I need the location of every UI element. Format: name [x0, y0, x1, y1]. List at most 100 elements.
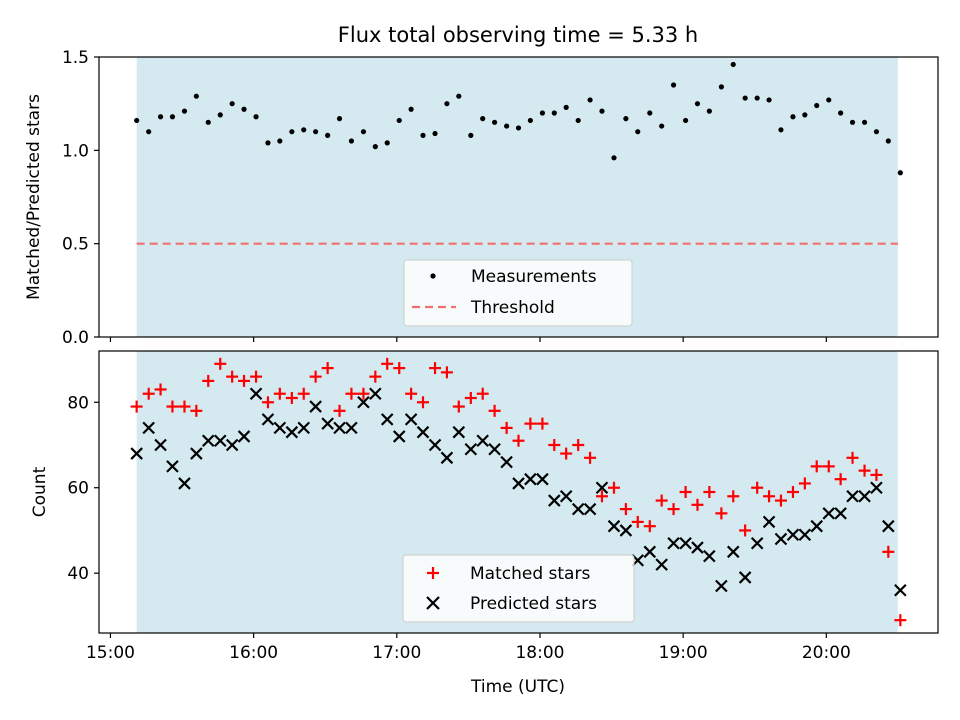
predicted-star-point: [774, 532, 788, 546]
top-y-ticks: 0.0 0.5 1.0 1.5: [62, 48, 99, 348]
matched-star-point: [834, 473, 847, 486]
matched-star-point: [309, 370, 322, 383]
predicted-star-point: [237, 430, 251, 443]
bottom-axes-frame: [98, 350, 939, 634]
y-tick-label: 1.5: [62, 48, 89, 68]
predicted-star-point: [392, 430, 406, 443]
measurement-point: [336, 116, 343, 122]
predicted-star-point: [536, 472, 549, 486]
measurement-point: [635, 129, 641, 135]
predicted-star-point: [607, 519, 621, 533]
predicted-star-point: [571, 502, 585, 516]
matched-star-point: [643, 520, 656, 533]
measurement-point: [647, 110, 653, 116]
measurement-point: [229, 101, 235, 107]
bottom-y-ticks: 40 60 80: [67, 393, 99, 584]
measurement-point: [515, 125, 522, 131]
measurement-point: [420, 132, 426, 138]
measurement-point: [659, 123, 665, 129]
measurement-point: [313, 129, 319, 135]
matched-star-point: [655, 494, 668, 507]
y-tick-label: 0.5: [62, 235, 89, 255]
matched-star-point: [130, 400, 143, 413]
measurement-point: [670, 82, 677, 88]
measurement-point: [694, 101, 701, 107]
top-legend: Measurements Threshold: [403, 259, 633, 327]
predicted-star-point: [870, 481, 883, 495]
matched-star-point: [798, 477, 811, 490]
matched-star-point: [357, 387, 370, 400]
measurement-point: [861, 119, 868, 125]
matched-star-point: [619, 503, 632, 516]
x-tick-label: 16:00: [229, 643, 278, 663]
measurement-point: [849, 119, 856, 125]
predicted-star-point: [142, 421, 155, 435]
measurement-point: [146, 129, 152, 135]
x-axis-label: Time (UTC): [470, 677, 565, 697]
matched-star-point: [345, 387, 358, 400]
predicted-star-point: [249, 387, 263, 401]
y-tick-label: 80: [67, 393, 89, 413]
matched-star-point: [512, 434, 525, 447]
matched-star-point: [536, 417, 549, 430]
measurement-point: [253, 114, 259, 120]
predicted-star-point: [583, 502, 597, 516]
measurement-point: [539, 110, 546, 116]
matched-star-point: [727, 490, 740, 503]
legend-marker-predicted: [426, 596, 440, 610]
predicted-star-point: [655, 558, 668, 571]
matched-star-point: [631, 515, 644, 528]
matched-star-point: [763, 490, 776, 503]
legend-label-predicted: Predicted stars: [470, 594, 597, 614]
matched-star-point: [273, 387, 286, 400]
matched-star-point: [774, 494, 787, 507]
matched-star-point: [405, 387, 418, 400]
matched-star-point: [595, 490, 608, 503]
legend-marker-measurements: [430, 273, 436, 279]
matched-star-point: [894, 614, 907, 627]
predicted-star-point: [225, 438, 239, 452]
matched-star-point: [226, 370, 239, 383]
measurement-point: [599, 108, 605, 114]
matched-star-point: [440, 366, 453, 379]
measurement-point: [527, 117, 533, 124]
predicted-star-point: [285, 425, 299, 439]
measurement-point: [754, 95, 760, 101]
measurement-point: [157, 114, 164, 120]
predicted-star-point: [738, 571, 752, 584]
predicted-star-point: [261, 413, 275, 426]
measurement-point: [682, 117, 689, 124]
predicted-star-point: [428, 438, 442, 452]
measurement-point: [456, 93, 462, 99]
measurement-point: [897, 170, 903, 176]
predicted-star-point: [333, 421, 346, 435]
measurement-point: [491, 119, 498, 125]
matched-star-point: [381, 357, 394, 370]
measurement-point: [873, 129, 880, 135]
predicted-star-point: [822, 507, 836, 520]
measurement-point: [468, 132, 474, 138]
x-tick-label: 19:00: [659, 643, 708, 663]
predicted-star-point: [213, 434, 227, 448]
matched-star-point: [190, 404, 203, 417]
measurement-point: [826, 97, 832, 103]
measurement-point: [778, 127, 784, 133]
matched-star-point: [679, 486, 692, 498]
predicted-star-point: [464, 442, 478, 456]
top-panel: Flux total observing time = 5.33 h 0.00.…: [24, 23, 939, 348]
matched-star-point: [250, 370, 263, 383]
predicted-star-point: [524, 472, 537, 486]
predicted-star-point: [404, 413, 418, 426]
y-tick-label: 1.0: [62, 141, 89, 161]
measurement-point: [504, 123, 510, 129]
matched-star-point: [488, 404, 501, 417]
predicted-star-point: [548, 494, 561, 507]
matched-star-point: [321, 362, 334, 375]
matched-star-point: [429, 362, 442, 375]
predicted-star-point: [882, 519, 895, 533]
predicted-star-point: [190, 447, 203, 460]
predicted-star-point: [321, 417, 334, 430]
measurement-point: [241, 106, 247, 112]
bottom-y-axis-label: Count: [30, 466, 50, 517]
measurement-point: [611, 155, 617, 161]
